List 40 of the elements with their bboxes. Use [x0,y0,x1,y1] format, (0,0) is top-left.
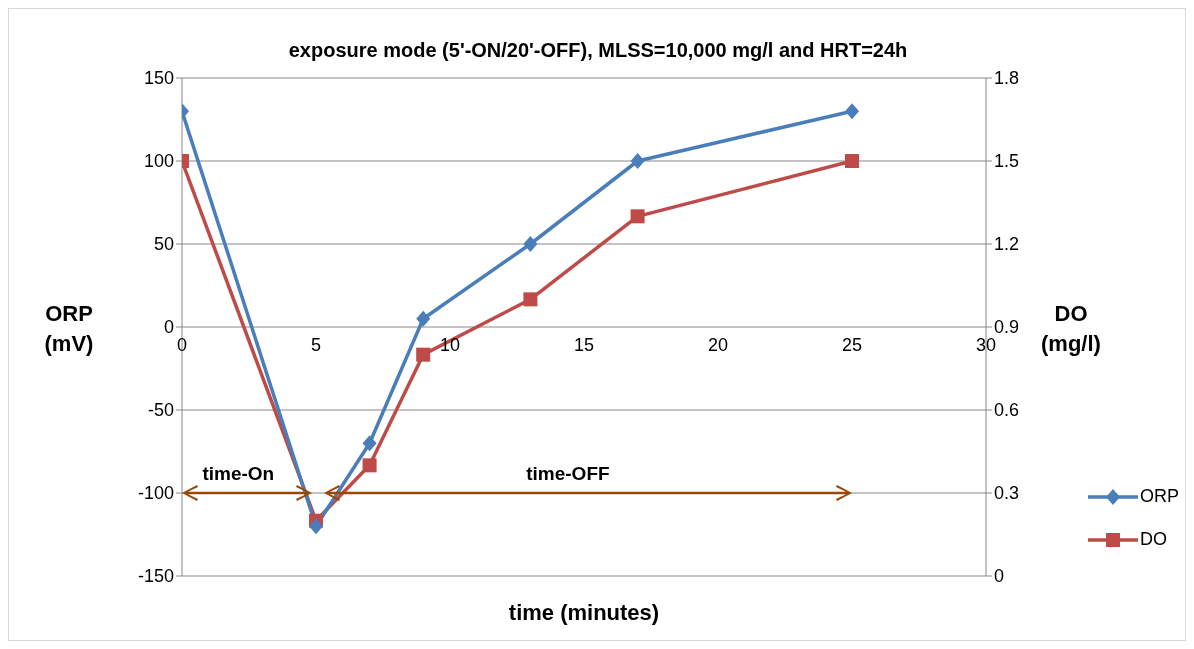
x-tick-label: 25 [841,335,863,355]
y-axis-title: ORP (mV) [43,300,95,358]
point [362,435,377,452]
point [845,154,859,168]
y2-tick-label: 0 [994,566,1005,587]
x-tick-label: 10 [439,335,461,355]
y-tick-label: -50 [147,400,174,421]
x-tick-label: 5 [310,335,322,355]
annotation: time-On [202,463,275,485]
y-tick-label: 50 [153,234,174,255]
y-tick-label: 100 [143,151,174,172]
y2-tick-label: 0.3 [994,483,1020,504]
point [630,153,645,169]
point [845,103,859,120]
legend-label: ORP [1139,486,1179,507]
point [362,458,377,473]
x-tick-label: 20 [707,335,729,355]
y-tick-label: -100 [137,483,174,504]
point [416,310,431,327]
point [523,292,538,307]
annotation: time-OFF [526,463,610,485]
y2-tick-label: 1.5 [994,151,1020,172]
x-tick-label: 30 [975,335,997,355]
x-tick-label: 0 [176,335,188,355]
point [523,236,538,252]
x-tick-label: 15 [573,335,595,355]
y2-axis-title: DO (mg/l) [1040,300,1102,358]
x-axis-title: time (minutes) [507,599,661,627]
y2-tick-label: 1.8 [994,68,1020,89]
y-tick-label: 150 [143,68,174,89]
chart-title: exposure mode (5'-ON/20'-OFF), MLSS=10,000 mg/l and HRT=24h [287,39,909,62]
point [416,347,431,362]
point [309,518,323,535]
y2-tick-label: 0.9 [994,317,1020,338]
y2-tick-label: 0.6 [994,400,1020,421]
point [630,209,645,224]
legend-label: DO [1139,529,1167,550]
y-tick-label: 0 [163,317,174,338]
y-tick-label: -150 [137,566,174,587]
y2-tick-label: 1.2 [994,234,1020,255]
